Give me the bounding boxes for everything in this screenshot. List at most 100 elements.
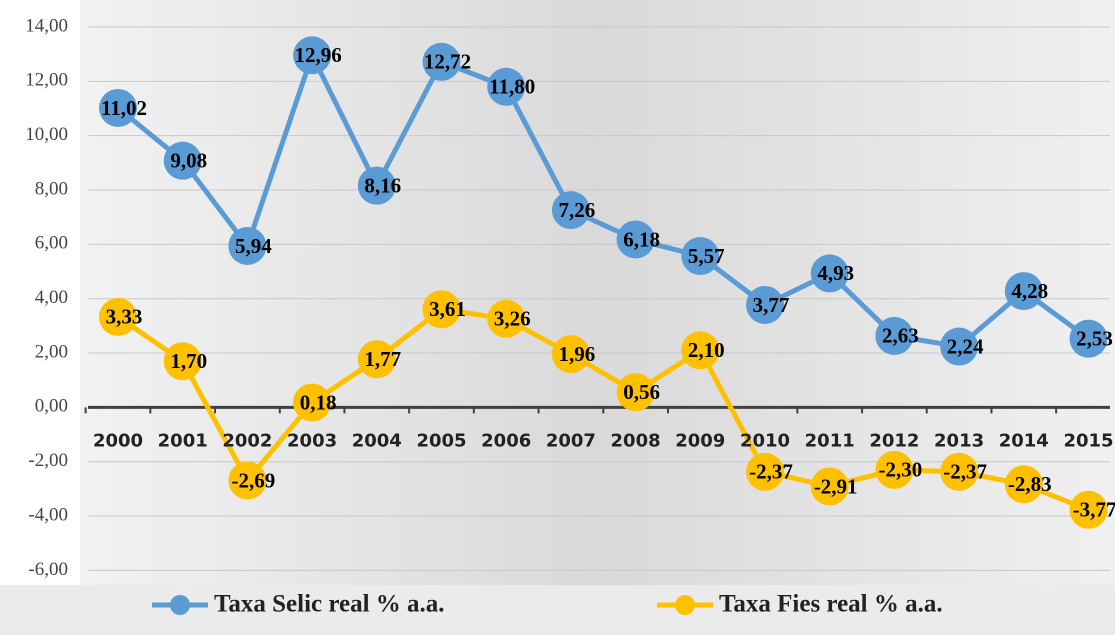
point	[99, 297, 137, 336]
data-label: 4,93	[817, 261, 854, 285]
point	[1004, 465, 1043, 504]
point	[293, 36, 332, 75]
point	[940, 452, 979, 491]
point	[810, 254, 849, 293]
legend-background	[0, 585, 1115, 635]
series-line	[116, 306, 1090, 513]
point	[875, 450, 914, 489]
series-line	[116, 48, 1090, 350]
point	[228, 461, 267, 500]
data-label: 0,56	[623, 380, 660, 404]
y-tick-label: 0,00	[35, 396, 68, 417]
point	[1069, 319, 1108, 358]
y-tick-label: 6,00	[35, 233, 68, 254]
x-tick-label: 2001	[158, 430, 208, 451]
y-tick-label: -2,00	[28, 450, 68, 471]
point	[940, 327, 979, 366]
point	[228, 226, 267, 265]
x-tick-label: 2005	[416, 430, 466, 451]
data-label: 1,77	[364, 347, 401, 371]
y-tick-label: 4,00	[35, 287, 68, 308]
data-label: -2,91	[814, 474, 858, 498]
data-label: -2,37	[749, 460, 793, 484]
x-tick-label: 2013	[934, 430, 984, 451]
x-tick-label: 2009	[675, 430, 725, 451]
data-label: 1,96	[559, 342, 596, 366]
point	[422, 42, 461, 81]
point	[616, 373, 655, 412]
point	[357, 166, 396, 205]
data-label: 5,57	[688, 244, 725, 268]
y-tick-label: 10,00	[25, 124, 68, 145]
point	[746, 285, 784, 324]
point	[681, 237, 720, 276]
point	[422, 290, 461, 329]
data-label: -2,83	[1008, 472, 1052, 496]
data-label: 12,72	[424, 50, 471, 74]
data-label: 1,70	[170, 349, 207, 373]
x-tick-label: 2006	[481, 430, 531, 451]
data-label: 6,18	[623, 227, 660, 251]
plot-background	[80, 0, 1115, 585]
data-label: 2,24	[947, 334, 984, 358]
point	[551, 335, 590, 374]
x-tick-label: 2002	[222, 430, 272, 451]
point	[1004, 272, 1043, 311]
x-tick-label: 2003	[287, 430, 337, 451]
point	[487, 67, 526, 106]
point	[99, 88, 137, 127]
data-label: 12,96	[294, 43, 341, 67]
x-tick-label: 2015	[1063, 430, 1113, 451]
x-tick-label: 2008	[611, 430, 661, 451]
data-label: 3,33	[106, 305, 143, 329]
point	[357, 340, 396, 379]
data-label: 4,28	[1011, 279, 1048, 303]
data-label: -3,77	[1073, 498, 1115, 522]
point	[487, 299, 526, 338]
x-tick-label: 2004	[352, 430, 402, 451]
point	[163, 141, 202, 180]
data-label: 11,02	[101, 96, 147, 120]
point	[1069, 490, 1108, 529]
x-tick-label: 2011	[805, 430, 855, 451]
y-tick-label: 2,00	[35, 341, 68, 362]
point	[746, 452, 784, 491]
point	[681, 331, 720, 370]
legend-label: Taxa Fies real % a.a.	[719, 591, 943, 618]
data-label: 0,18	[300, 390, 337, 414]
point	[551, 191, 590, 230]
data-label: 3,26	[494, 307, 531, 331]
point	[616, 220, 655, 259]
data-label: 9,08	[170, 148, 207, 172]
data-label: 11,80	[489, 75, 535, 99]
data-label: 7,26	[559, 198, 596, 222]
data-label: 3,77	[753, 293, 790, 317]
data-label: 3,61	[429, 297, 466, 321]
data-label: -2,30	[879, 458, 923, 482]
point	[293, 383, 332, 422]
legend-marker	[170, 595, 190, 615]
x-tick-label: 2010	[740, 430, 790, 451]
data-label: 2,53	[1076, 326, 1113, 350]
y-tick-label: 14,00	[25, 15, 68, 36]
data-label: -2,69	[232, 468, 276, 492]
point	[875, 316, 914, 355]
y-tick-label: 8,00	[35, 178, 68, 199]
data-label: 5,94	[235, 234, 272, 258]
data-label: 2,10	[688, 338, 725, 362]
point	[163, 342, 202, 381]
x-tick-label: 2007	[546, 430, 596, 451]
y-tick-label: -6,00	[28, 559, 68, 580]
y-tick-label: 12,00	[25, 70, 68, 91]
data-label: 2,63	[882, 324, 919, 348]
legend-label: Taxa Selic real % a.a.	[214, 591, 445, 618]
y-tick-label: -4,00	[28, 504, 68, 525]
x-tick-label: 2000	[93, 430, 143, 451]
point	[810, 467, 849, 506]
legend-marker	[675, 595, 695, 615]
x-tick-label: 2012	[869, 430, 919, 451]
data-label: -2,37	[943, 460, 987, 484]
data-label: 8,16	[364, 173, 401, 197]
x-tick-label: 2014	[999, 430, 1049, 451]
